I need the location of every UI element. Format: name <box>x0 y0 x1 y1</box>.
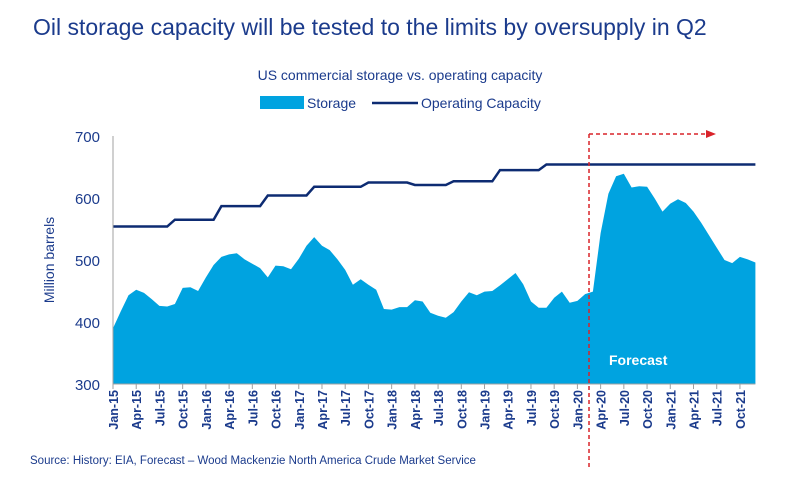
x-tick-label: Jul-16 <box>246 390 260 426</box>
x-tick-label: Jan-17 <box>293 390 307 430</box>
storage-area <box>113 173 756 384</box>
capacity-line <box>113 163 756 228</box>
page-title: Oil storage capacity will be tested to t… <box>33 14 707 40</box>
x-tick-label: Jul-20 <box>618 390 632 426</box>
x-tick-label: Apr-19 <box>502 390 516 430</box>
x-tick-label: Oct-21 <box>734 390 748 429</box>
x-tick-label: Apr-21 <box>688 390 702 430</box>
x-tick-label: Jan-19 <box>479 390 493 430</box>
x-tick-label: Jul-18 <box>432 390 446 426</box>
x-tick-label: Jul-15 <box>153 390 167 426</box>
x-tick-label: Jan-15 <box>107 390 121 430</box>
legend-label-capacity: Operating Capacity <box>421 95 541 111</box>
x-tick-label: Oct-17 <box>362 390 376 429</box>
x-tick-label: Oct-16 <box>270 390 284 429</box>
y-tick-label: 300 <box>75 377 100 394</box>
y-tick-label: 600 <box>75 191 100 208</box>
x-tick-label: Apr-20 <box>595 390 609 430</box>
x-tick-label: Apr-18 <box>409 390 423 430</box>
y-tick-label: 700 <box>75 129 100 146</box>
forecast-label: Forecast <box>609 352 668 368</box>
x-tick-label: Jul-21 <box>711 390 725 426</box>
x-tick-label: Jan-20 <box>571 390 585 430</box>
x-tick-label: Jul-19 <box>525 390 539 426</box>
x-tick-label: Jan-16 <box>200 390 214 430</box>
x-tick-label: Jan-18 <box>386 390 400 430</box>
x-tick-label: Oct-15 <box>177 390 191 429</box>
y-tick-label: 400 <box>75 315 100 332</box>
chart-subtitle: US commercial storage vs. operating capa… <box>258 67 543 83</box>
x-tick-label: Oct-18 <box>455 390 469 429</box>
x-tick-label: Jul-17 <box>339 390 353 426</box>
x-tick-label: Apr-15 <box>130 390 144 430</box>
y-tick-label: 500 <box>75 253 100 270</box>
y-axis-label: Million barrels <box>41 217 57 303</box>
forecast-arrow-head <box>706 130 716 138</box>
legend-swatch-storage <box>260 96 304 109</box>
legend-label-storage: Storage <box>307 95 356 111</box>
x-tick-label: Apr-17 <box>316 390 330 430</box>
x-tick-label: Oct-19 <box>548 390 562 429</box>
x-tick-label: Apr-16 <box>223 390 237 430</box>
x-tick-label: Jan-21 <box>664 390 678 430</box>
x-tick-label: Oct-20 <box>641 390 655 429</box>
source-note: Source: History: EIA, Forecast – Wood Ma… <box>30 455 476 467</box>
